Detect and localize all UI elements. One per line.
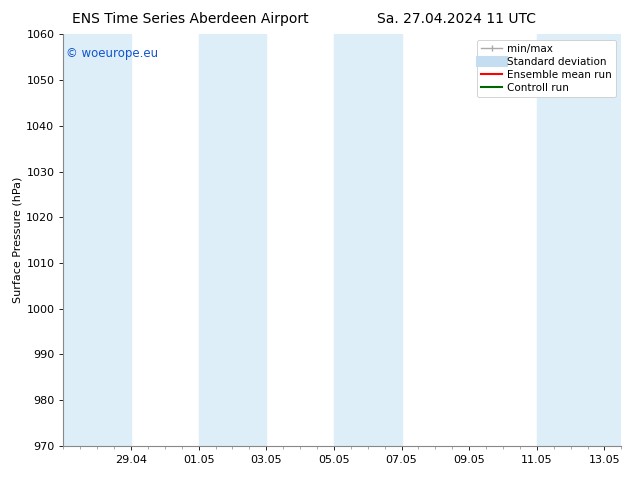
Bar	[334, 34, 401, 446]
Text: ENS Time Series Aberdeen Airport: ENS Time Series Aberdeen Airport	[72, 12, 309, 26]
Y-axis label: Surface Pressure (hPa): Surface Pressure (hPa)	[12, 177, 22, 303]
Bar	[537, 34, 621, 446]
Bar	[198, 34, 266, 446]
Text: Sa. 27.04.2024 11 UTC: Sa. 27.04.2024 11 UTC	[377, 12, 536, 26]
Bar	[63, 34, 131, 446]
Text: © woeurope.eu: © woeurope.eu	[66, 47, 158, 60]
Legend: min/max, Standard deviation, Ensemble mean run, Controll run: min/max, Standard deviation, Ensemble me…	[477, 40, 616, 97]
